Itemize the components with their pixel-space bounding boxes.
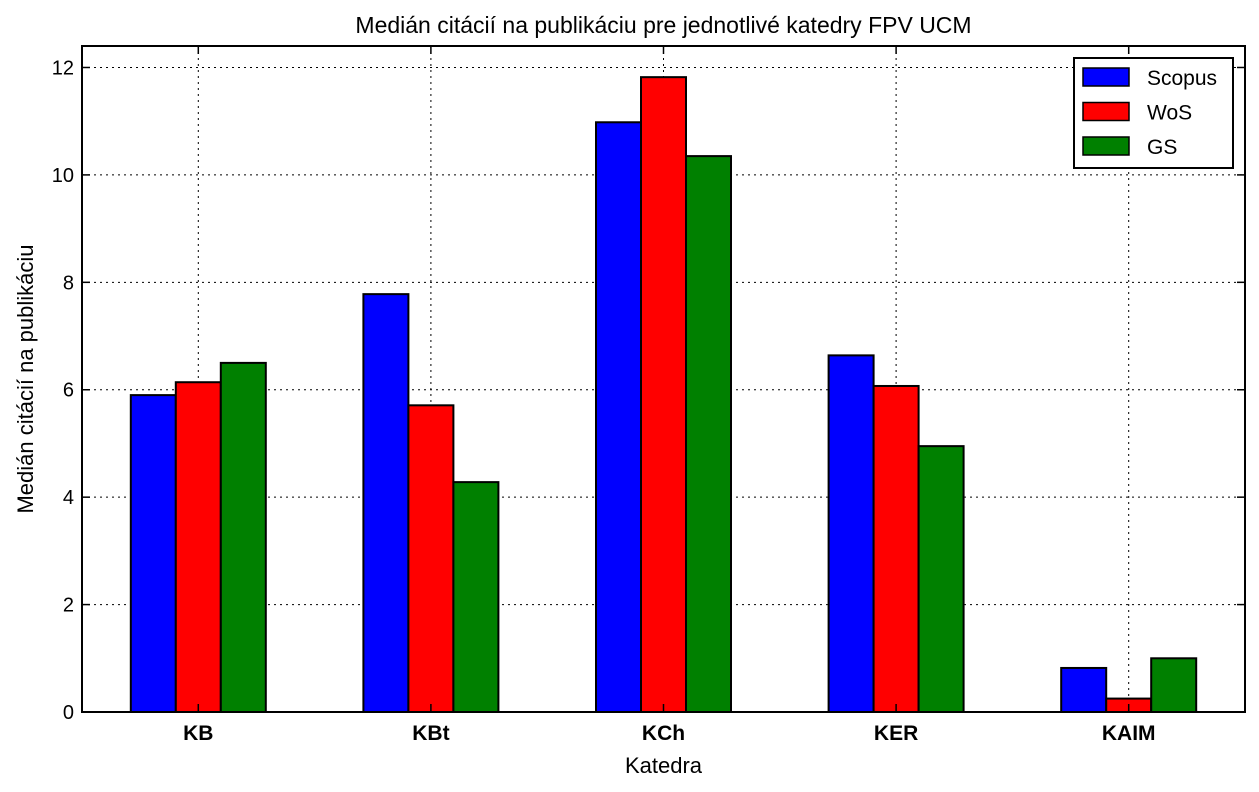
bar-wos-kch <box>640 76 687 713</box>
legend: Scopus WoS GS <box>1073 57 1234 169</box>
legend-label-wos: WoS <box>1147 102 1192 125</box>
bar-wos-kbt <box>407 404 455 713</box>
y-tick-label: 0 <box>63 702 74 724</box>
y-tick-label: 10 <box>52 165 74 187</box>
bar-scopus-ker <box>827 354 875 713</box>
bar-scopus-kbt <box>362 293 410 713</box>
legend-label-scopus: Scopus <box>1147 67 1217 90</box>
chart-title: Medián citácií na publikáciu pre jednotl… <box>355 12 971 38</box>
bars <box>129 76 1198 714</box>
x-axis-title: Katedra <box>625 753 703 778</box>
y-tick-label: 12 <box>52 57 74 79</box>
x-tick-label: KER <box>874 722 918 745</box>
y-tick-label: 6 <box>63 380 74 402</box>
bar-gs-ker <box>917 445 965 713</box>
legend-swatch-wos <box>1082 101 1130 122</box>
bar-scopus-kch <box>595 121 642 713</box>
x-tick-label: KBt <box>412 722 449 745</box>
legend-swatch-gs <box>1082 136 1130 156</box>
x-tick-label: KCh <box>642 722 685 745</box>
bar-gs-kch <box>685 155 732 713</box>
y-tick-label: 4 <box>63 487 74 509</box>
grid <box>82 46 1245 712</box>
bar-scopus-kaim <box>1060 666 1108 714</box>
x-tick-label: KAIM <box>1102 722 1156 745</box>
axis-ticks: 0 2 4 6 8 10 12 KB KBt KCh KER KAIM <box>52 46 1245 745</box>
y-tick-label: 2 <box>63 595 74 617</box>
bar-gs-kbt <box>452 481 500 714</box>
x-tick-label: KB <box>183 722 213 745</box>
bar-scopus-kb <box>129 394 177 713</box>
y-axis-title: Medián citácií na publikáciu <box>13 244 38 513</box>
bar-gs-kaim <box>1150 657 1198 714</box>
y-tick-label: 8 <box>63 272 74 294</box>
legend-label-gs: GS <box>1147 136 1177 159</box>
legend-swatch-scopus <box>1082 67 1130 87</box>
bar-wos-ker <box>872 384 920 713</box>
bar-gs-kb <box>219 361 267 713</box>
bar-wos-kb <box>174 381 222 713</box>
